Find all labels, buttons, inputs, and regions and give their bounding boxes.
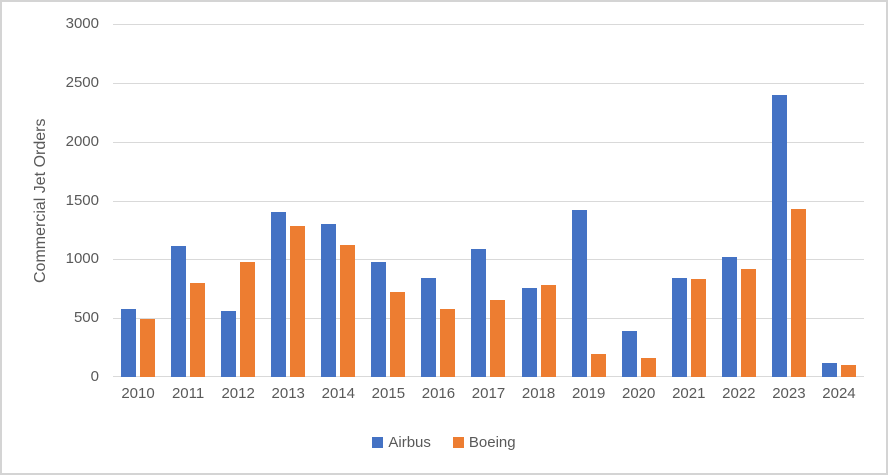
bar-boeing-2023 <box>790 208 806 377</box>
bar-boeing-2022 <box>740 269 756 377</box>
bar-boeing-2014 <box>340 245 356 377</box>
x-tick-label-2018: 2018 <box>521 385 556 402</box>
y-tick-label-2500: 2500 <box>65 73 99 91</box>
x-tick-label-2016: 2016 <box>421 385 456 402</box>
bar-boeing-2017 <box>490 299 506 377</box>
gridline-500 <box>113 318 864 320</box>
bar-boeing-2011 <box>190 283 206 377</box>
gridline-2500 <box>113 82 864 84</box>
bar-airbus-2011 <box>171 245 187 377</box>
bar-boeing-2024 <box>840 365 856 377</box>
legend: Airbus Boeing <box>2 434 886 451</box>
gridline-1500 <box>113 200 864 202</box>
bar-boeing-2013 <box>290 226 306 377</box>
gridline-1000 <box>113 259 864 261</box>
x-tick-label-2015: 2015 <box>371 385 406 402</box>
bar-boeing-2021 <box>690 278 706 377</box>
bar-boeing-2015 <box>390 291 406 377</box>
bar-group-2012 <box>213 262 263 377</box>
legend-label-airbus: Airbus <box>388 434 431 451</box>
x-tick-label-2020: 2020 <box>622 385 656 402</box>
bar-airbus-2015 <box>371 262 387 377</box>
x-tick-label-2014: 2014 <box>321 385 355 402</box>
bar-group-2019 <box>564 209 614 377</box>
x-tick-label-2021: 2021 <box>672 385 706 402</box>
bar-airbus-2020 <box>621 330 637 377</box>
bar-group-2011 <box>163 245 213 377</box>
bar-airbus-2021 <box>671 278 687 377</box>
legend-swatch-boeing-icon <box>452 437 464 448</box>
bar-boeing-2019 <box>590 354 606 377</box>
bar-group-2018 <box>514 285 564 377</box>
bar-group-2024 <box>814 363 864 377</box>
bar-boeing-2012 <box>240 262 256 377</box>
bar-group-2016 <box>413 278 463 377</box>
x-tick-label-2023: 2023 <box>772 385 806 402</box>
x-tick-label-2012: 2012 <box>221 385 255 402</box>
gridline-2000 <box>113 141 864 143</box>
x-tick-label-2024: 2024 <box>822 385 856 402</box>
bar-airbus-2010 <box>121 309 137 377</box>
legend-label-boeing: Boeing <box>468 434 516 451</box>
legend-item-airbus: Airbus <box>372 434 431 451</box>
bar-airbus-2017 <box>471 248 487 377</box>
x-tick-label-2011: 2011 <box>171 385 205 402</box>
bar-airbus-2022 <box>721 256 737 377</box>
x-tick-label-2019: 2019 <box>571 385 606 402</box>
bar-group-2017 <box>463 248 513 377</box>
bar-airbus-2012 <box>221 310 237 377</box>
x-tick-label-2017: 2017 <box>471 385 506 402</box>
plot-area <box>113 24 864 377</box>
bar-airbus-2023 <box>771 95 787 377</box>
bar-airbus-2013 <box>271 211 287 377</box>
bar-airbus-2024 <box>821 363 837 377</box>
x-tick-label-2013: 2013 <box>271 385 305 402</box>
bar-group-2010 <box>113 309 163 377</box>
y-tick-label-2000: 2000 <box>65 132 99 150</box>
y-tick-label-0: 0 <box>90 368 99 385</box>
x-tick-label-2022: 2022 <box>722 385 756 402</box>
bar-group-2014 <box>313 224 363 377</box>
gridline-3000 <box>113 24 864 25</box>
x-axis-line <box>113 376 864 377</box>
y-tick-label-1000: 1000 <box>65 250 99 268</box>
bar-group-2020 <box>614 330 664 377</box>
bar-airbus-2014 <box>321 224 337 377</box>
bar-airbus-2018 <box>521 287 537 377</box>
bar-group-2015 <box>363 262 413 377</box>
y-tick-label-1500: 1500 <box>65 191 99 209</box>
bar-boeing-2020 <box>640 358 656 377</box>
legend-swatch-airbus-icon <box>372 437 384 448</box>
bar-group-2023 <box>764 95 814 377</box>
bar-airbus-2016 <box>421 278 437 377</box>
bar-boeing-2010 <box>140 319 156 377</box>
bar-group-2021 <box>664 278 714 377</box>
y-tick-label-3000: 3000 <box>65 15 99 32</box>
bar-boeing-2018 <box>540 285 556 377</box>
x-tick-label-2010: 2010 <box>121 385 155 402</box>
bar-group-2022 <box>714 256 764 377</box>
bar-group-2013 <box>263 211 313 377</box>
bar-boeing-2016 <box>440 308 456 377</box>
legend-item-boeing: Boeing <box>452 434 516 451</box>
bar-airbus-2019 <box>571 209 587 377</box>
y-tick-label-500: 500 <box>73 309 99 327</box>
